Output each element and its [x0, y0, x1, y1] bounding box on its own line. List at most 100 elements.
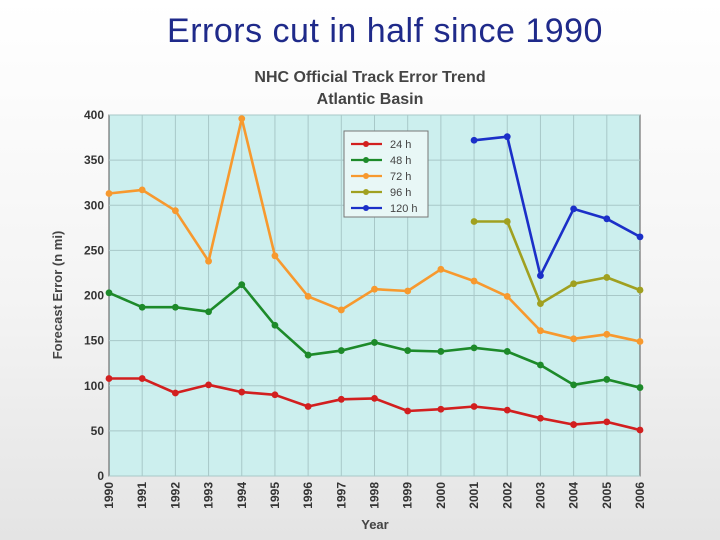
legend-marker-48h [363, 157, 369, 163]
data-point-72h [537, 327, 544, 335]
data-point-72h [205, 257, 212, 265]
data-point-48h [537, 361, 544, 369]
data-point-48h [205, 308, 212, 316]
x-tick-label: 1999 [401, 482, 415, 509]
data-point-48h [138, 303, 146, 311]
data-point-24h [205, 381, 212, 389]
x-tick-label: 1991 [135, 482, 149, 509]
slide-title: Errors cut in half since 1990 [167, 12, 603, 50]
legend-label-120h: 120 h [390, 203, 418, 215]
series-96h [470, 218, 644, 308]
legend-label-24h: 24 h [390, 139, 411, 151]
legend-marker-24h [363, 141, 369, 147]
data-point-24h [470, 403, 478, 410]
data-point-72h [337, 306, 345, 314]
data-point-48h [171, 303, 179, 311]
data-point-48h [636, 384, 644, 391]
data-point-24h [371, 394, 378, 402]
data-point-24h [271, 391, 279, 399]
x-tick-label: 1997 [334, 482, 348, 509]
series-72h [105, 115, 644, 345]
data-point-72h [570, 335, 578, 343]
data-point-72h [404, 287, 412, 295]
data-point-120h [537, 272, 544, 280]
y-tick-label: 300 [84, 198, 104, 212]
data-point-72h [636, 338, 644, 345]
data-point-72h [105, 190, 113, 197]
data-point-96h [570, 280, 578, 288]
data-point-48h [271, 321, 279, 329]
data-point-24h [238, 388, 246, 396]
data-point-72h [371, 285, 378, 293]
legend-marker-96h [363, 189, 369, 195]
data-point-120h [636, 233, 644, 241]
y-axis-label: Forecast Error (n mi) [50, 231, 65, 360]
chart-subtitle: Atlantic Basin [317, 91, 424, 108]
y-tick-label: 100 [84, 379, 104, 393]
y-tick-label: 400 [84, 108, 104, 122]
series-48h [105, 281, 644, 391]
y-tick-label: 200 [84, 289, 104, 303]
data-point-72h [138, 186, 146, 194]
legend-marker-72h [363, 173, 369, 179]
y-tick-label: 50 [91, 424, 105, 438]
y-axis-ticks: 0 50 100 150 200 250 300 350 400 [84, 108, 104, 483]
x-tick-label: 2003 [533, 482, 547, 509]
series-24h [105, 375, 644, 434]
data-point-24h [171, 389, 179, 397]
x-tick-label: 1993 [202, 482, 216, 509]
legend: 24 h 48 h 72 h 96 h 120 h [343, 130, 429, 218]
data-point-48h [238, 281, 246, 289]
data-point-48h [470, 344, 478, 352]
data-point-96h [470, 218, 478, 225]
data-point-72h [171, 207, 179, 215]
data-point-120h [570, 205, 578, 213]
data-point-72h [271, 252, 279, 260]
data-point-96h [537, 300, 544, 308]
data-point-72h [437, 265, 445, 273]
legend-marker-120h [363, 205, 369, 211]
data-point-24h [404, 407, 412, 415]
data-point-48h [304, 351, 312, 359]
data-point-48h [105, 289, 113, 297]
data-point-72h [470, 277, 478, 285]
data-point-72h [304, 293, 312, 300]
legend-box [343, 130, 429, 218]
x-tick-label: 2002 [500, 482, 514, 509]
data-point-24h [337, 395, 345, 403]
data-point-96h [636, 286, 644, 294]
legend-label-72h: 72 h [390, 171, 411, 183]
data-point-120h [470, 136, 478, 144]
data-point-24h [570, 421, 578, 428]
x-tick-label: 1996 [301, 482, 315, 509]
series-line-120h [473, 135, 641, 277]
data-point-24h [138, 375, 146, 382]
data-point-24h [105, 375, 113, 382]
series-line-96h [474, 220, 641, 305]
data-point-120h [603, 215, 611, 223]
y-tick-label: 350 [84, 153, 104, 167]
x-axis-ticks: 1990 1991 1992 1993 1994 1995 1996 1997 1998 1999… [102, 482, 647, 509]
data-point-48h [503, 348, 511, 355]
data-point-72h [603, 330, 611, 338]
x-tick-label: 2004 [567, 482, 581, 509]
x-tick-label: 1994 [235, 482, 249, 509]
x-tick-label: 2000 [434, 482, 448, 509]
data-point-120h [503, 133, 511, 141]
data-point-24h [503, 406, 511, 414]
legend-label-48h: 48 h [390, 155, 411, 167]
data-point-24h [636, 426, 644, 434]
x-axis-label: Year [361, 517, 388, 532]
data-point-48h [603, 376, 611, 383]
data-point-48h [570, 381, 578, 389]
x-tick-label: 1990 [102, 482, 116, 509]
y-tick-label: 250 [84, 243, 104, 257]
y-tick-label: 150 [84, 334, 104, 348]
chart-title: NHC Official Track Error Trend [254, 69, 485, 86]
data-point-72h [503, 293, 511, 300]
data-point-96h [603, 274, 611, 281]
x-tick-label: 1992 [168, 482, 182, 509]
x-tick-label: 2001 [467, 482, 481, 509]
data-point-48h [337, 347, 345, 354]
